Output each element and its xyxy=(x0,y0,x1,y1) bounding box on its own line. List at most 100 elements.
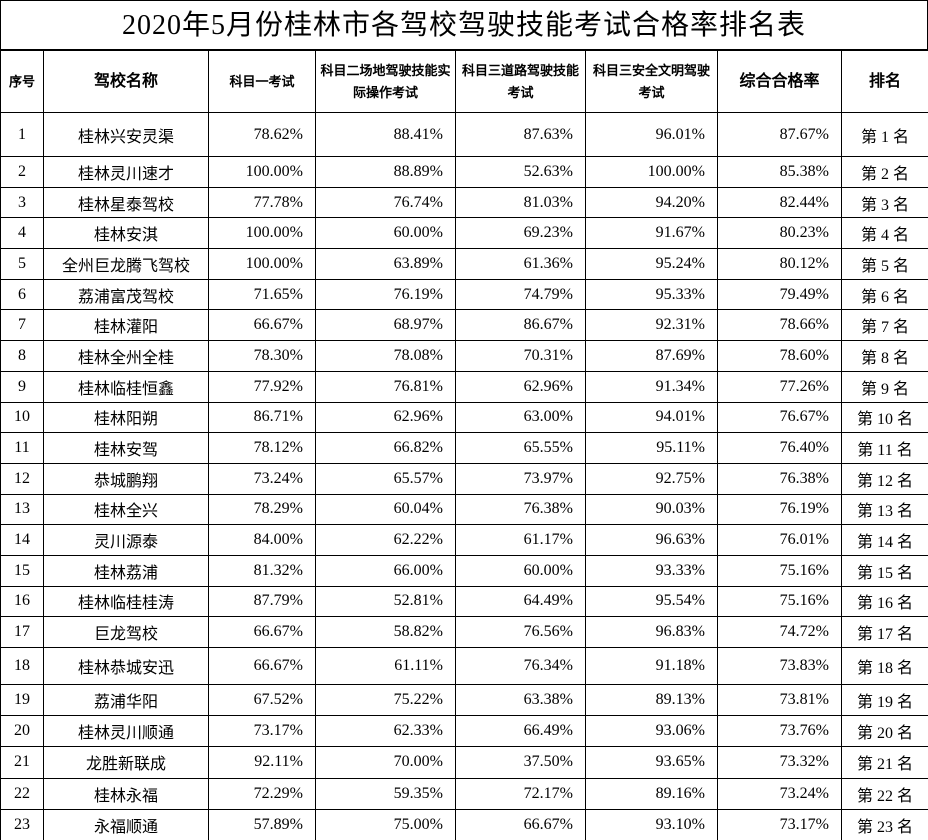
pass-rate: 100.00% xyxy=(208,156,316,188)
rank: 第 16 名 xyxy=(841,585,928,618)
table-row: 2 桂林灵川速才 100.00% 88.89% 52.63% 100.00% 85.38% 第… xyxy=(0,156,928,188)
rank: 第 4 名 xyxy=(841,217,928,250)
school-name: 桂林全兴 xyxy=(43,493,209,526)
column-header: 综合合格率 xyxy=(717,50,842,113)
school-name: 桂林安淇 xyxy=(43,217,209,250)
table-row: 22 桂林永福 72.29% 59.35% 72.17% 89.16% 73.24% 第 22… xyxy=(0,777,928,810)
pass-rate: 96.63% xyxy=(585,524,718,556)
row-number: 19 xyxy=(0,683,44,717)
pass-rate: 57.89% xyxy=(208,808,316,840)
table-row: 3 桂林星泰驾校 77.78% 76.74% 81.03% 94.20% 82.44% 第 3… xyxy=(0,186,928,219)
pass-rate: 73.81% xyxy=(717,683,842,717)
school-name: 桂林恭城安迅 xyxy=(43,647,209,685)
table-row: 4 桂林安淇 100.00% 60.00% 69.23% 91.67% 80.23% 第 4 … xyxy=(0,217,928,250)
row-number: 6 xyxy=(0,278,44,311)
pass-rate: 76.81% xyxy=(315,370,456,403)
school-name: 灵川源泰 xyxy=(43,524,209,556)
school-name: 桂林临桂桂涛 xyxy=(43,585,209,618)
rank: 第 9 名 xyxy=(841,370,928,403)
rank: 第 10 名 xyxy=(841,401,928,434)
pass-rate: 78.60% xyxy=(717,340,842,372)
pass-rate: 88.89% xyxy=(315,156,456,188)
pass-rate: 87.69% xyxy=(585,340,718,372)
pass-rate: 74.72% xyxy=(717,616,842,648)
table-row: 6 荔浦富茂驾校 71.65% 76.19% 74.79% 95.33% 79.49% 第 6… xyxy=(0,278,928,311)
row-number: 20 xyxy=(0,715,44,748)
pass-rate: 93.65% xyxy=(585,746,718,779)
pass-rate: 62.96% xyxy=(455,370,586,403)
pass-rate: 76.34% xyxy=(455,647,586,685)
pass-rate: 76.19% xyxy=(717,493,842,526)
pass-rate: 69.23% xyxy=(455,217,586,250)
pass-rate: 73.17% xyxy=(717,808,842,840)
school-name: 桂林安驾 xyxy=(43,432,209,464)
pass-rate: 91.67% xyxy=(585,217,718,250)
pass-rate: 76.38% xyxy=(717,462,842,495)
pass-rate: 76.74% xyxy=(315,186,456,219)
pass-rate: 80.23% xyxy=(717,217,842,250)
pass-rate: 100.00% xyxy=(585,156,718,188)
row-number: 21 xyxy=(0,746,44,779)
pass-rate: 60.04% xyxy=(315,493,456,526)
rank: 第 18 名 xyxy=(841,647,928,685)
row-number: 14 xyxy=(0,524,44,556)
row-number: 22 xyxy=(0,777,44,810)
rank: 第 12 名 xyxy=(841,462,928,495)
pass-rate: 91.34% xyxy=(585,370,718,403)
rank: 第 5 名 xyxy=(841,248,928,280)
pass-rate: 73.17% xyxy=(208,715,316,748)
header-row: 序号 驾校名称 科目一考试 科目二场地驾驶技能实际操作考试 科目三道路驾驶技能考试 科目三… xyxy=(0,50,928,113)
pass-rate: 100.00% xyxy=(208,217,316,250)
pass-rate: 73.76% xyxy=(717,715,842,748)
column-header: 科目三安全文明驾驶考试 xyxy=(585,50,718,113)
table-row: 17 巨龙驾校 66.67% 58.82% 76.56% 96.83% 74.72% 第 17… xyxy=(0,616,928,648)
pass-rate: 92.11% xyxy=(208,746,316,779)
pass-rate: 74.79% xyxy=(455,278,586,311)
pass-rate: 87.63% xyxy=(455,112,586,157)
school-name: 桂林灵川速才 xyxy=(43,156,209,188)
pass-rate: 73.32% xyxy=(717,746,842,779)
pass-rate: 66.49% xyxy=(455,715,586,748)
pass-rate: 63.38% xyxy=(455,683,586,717)
school-name: 桂林全州全桂 xyxy=(43,340,209,372)
pass-rate: 94.01% xyxy=(585,401,718,434)
pass-rate: 37.50% xyxy=(455,746,586,779)
row-number: 11 xyxy=(0,432,44,464)
pass-rate: 64.49% xyxy=(455,585,586,618)
pass-rate: 86.71% xyxy=(208,401,316,434)
row-number: 18 xyxy=(0,647,44,685)
pass-rate: 82.44% xyxy=(717,186,842,219)
rank: 第 11 名 xyxy=(841,432,928,464)
pass-rate: 94.20% xyxy=(585,186,718,219)
school-name: 桂林永福 xyxy=(43,777,209,810)
row-number: 2 xyxy=(0,156,44,188)
row-number: 7 xyxy=(0,309,44,342)
row-number: 23 xyxy=(0,808,44,840)
pass-rate: 60.00% xyxy=(455,554,586,587)
pass-rate: 95.33% xyxy=(585,278,718,311)
table-row: 12 恭城鹏翔 73.24% 65.57% 73.97% 92.75% 76.38% 第 12… xyxy=(0,462,928,495)
pass-rate: 80.12% xyxy=(717,248,842,280)
rank: 第 22 名 xyxy=(841,777,928,810)
pass-rate: 67.52% xyxy=(208,683,316,717)
pass-rate: 77.26% xyxy=(717,370,842,403)
table-row: 18 桂林恭城安迅 66.67% 61.11% 76.34% 91.18% 73.83% 第 … xyxy=(0,647,928,685)
column-header: 驾校名称 xyxy=(43,50,209,113)
rank: 第 7 名 xyxy=(841,309,928,342)
row-number: 3 xyxy=(0,186,44,219)
pass-rate: 92.75% xyxy=(585,462,718,495)
pass-rate: 81.32% xyxy=(208,554,316,587)
school-name: 桂林阳朔 xyxy=(43,401,209,434)
pass-rate: 78.12% xyxy=(208,432,316,464)
pass-rate: 66.00% xyxy=(315,554,456,587)
pass-rate: 78.08% xyxy=(315,340,456,372)
school-name: 桂林荔浦 xyxy=(43,554,209,587)
rank: 第 14 名 xyxy=(841,524,928,556)
pass-rate: 93.33% xyxy=(585,554,718,587)
row-number: 9 xyxy=(0,370,44,403)
pass-rate: 95.24% xyxy=(585,248,718,280)
table-row: 10 桂林阳朔 86.71% 62.96% 63.00% 94.01% 76.67% 第 10… xyxy=(0,401,928,434)
row-number: 5 xyxy=(0,248,44,280)
pass-rate: 100.00% xyxy=(208,248,316,280)
pass-rate: 78.30% xyxy=(208,340,316,372)
